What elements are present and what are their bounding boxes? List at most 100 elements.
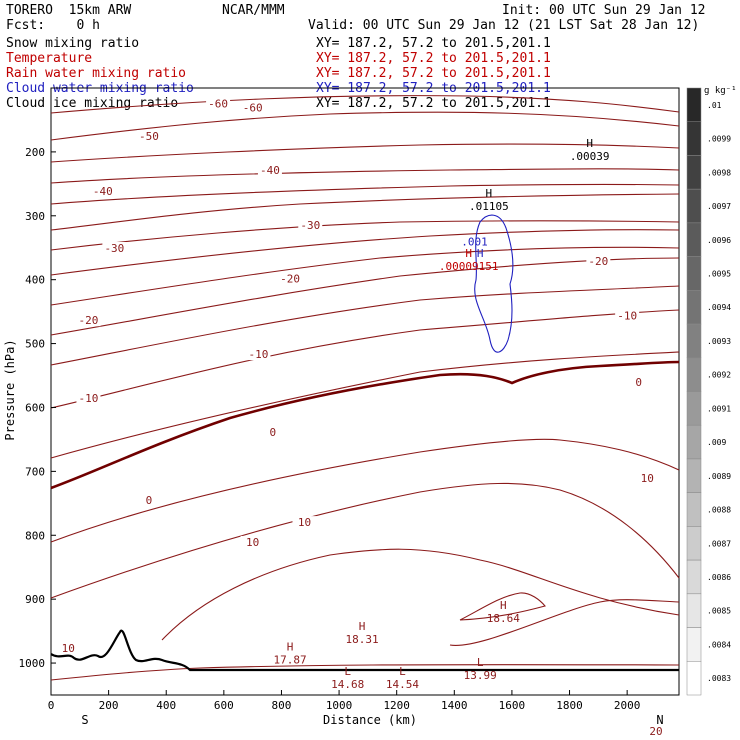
north-label: N [656,713,663,727]
isotherm-label-bg [136,130,161,143]
colorbar-swatch [686,188,702,224]
colorbar-swatch [686,256,702,291]
isotherm-label: 0 [270,426,277,439]
isotherm-label: -20 [280,273,300,286]
x-axis-title: Distance (km) [323,713,417,727]
field-range-cloud-ice: XY= 187.2, 57.2 to 201.5,201.1 [316,96,551,111]
isotherm-label-bg [90,185,115,198]
init-time: Init: 00 UTC Sun 29 Jan 12 [502,3,706,18]
hydrometeor-letter: H [465,247,472,260]
field-name-temperature: Temperature [6,51,93,66]
isotherm-label: 10 [62,642,75,655]
extremum-letter: H [359,620,366,633]
isotherm-label-bg [206,97,231,110]
colorbar-swatch [686,391,702,426]
isotherm-label-bg [278,272,303,285]
colorbar-unit: g kg⁻¹ [704,86,737,96]
colorbar-swatch [686,661,702,696]
colorbar-tick-label: .0088 [707,506,731,515]
extremum-letter: H [500,599,507,612]
isotherm-label: -20 [79,314,99,327]
hydrometeor-value: .00009151 [439,260,499,273]
field-range-cloud-water: XY= 187.2, 57.2 to 201.5,201.1 [316,81,551,96]
field-name-cloud-ice: Cloud ice mixing ratio [6,96,179,111]
zero-isotherm [50,360,680,490]
extremum-letter: L [399,665,406,678]
field-range-snow: XY= 187.2, 57.2 to 201.5,201.1 [316,36,551,51]
colorbar-tick-label: .0096 [707,236,731,245]
colorbar-swatch [686,87,702,122]
isotherm-label: -30 [104,242,124,255]
isotherm-label-bg [102,242,127,255]
isotherm-label-bg [260,426,285,439]
x-tick-label: 1800 [556,699,583,712]
isotherm-label-bg [635,472,660,485]
field-name-rain: Rain water mixing ratio [6,66,187,81]
isotherm-label: -10 [248,348,268,361]
isotherm-label: 10 [298,516,311,529]
x-axis: 0 200 400 600 800 1000 1200 1400 1600 1800 2000 [48,690,641,712]
y-tick-label: 400 [25,274,45,287]
isotherm-label-bg [246,348,271,361]
isotherm-labels: -60 -60 -50 -40 -40 -30 -30 -20 -20 -20 -10 -10 -10 0… [56,97,668,738]
isotherm-label-bg [586,254,611,267]
isotherm-label: -30 [300,219,320,232]
colorbar-tick-label: .0084 [707,640,731,649]
colorbar-swatch [686,424,702,460]
colorbar-tick-label: .0085 [707,607,731,616]
isotherm-label: -10 [617,310,637,323]
colorbar-tick-label: .0091 [707,404,731,413]
y-tick-label: 500 [25,338,45,351]
center-title: NCAR/MMM [222,3,285,18]
colorbar-tick-label: .0093 [707,337,731,346]
colorbar-tick-label: .0083 [707,674,731,683]
colorbar-swatch [686,323,702,359]
isotherm-label: -60 [243,101,263,114]
isotherm-label-bg [292,516,317,529]
isotherm-label: -10 [79,392,99,405]
model-title: TORERO 15km ARW [6,3,132,18]
isotherm-label-bg [76,392,101,405]
isotherm-label-bg [240,535,265,548]
isotherm-label-bg [643,725,668,738]
y-tick-label: 200 [25,146,45,159]
isotherm-label-bg [76,314,101,327]
colorbar-tick-label: .01 [707,101,722,110]
hydrometeor-value: .00039 [570,150,610,163]
colorbar-swatch [686,222,702,257]
x-tick-label: 800 [272,699,292,712]
colorbar-swatch [686,593,702,628]
colorbar-tick-label: .0094 [707,303,731,312]
colorbar-tick-label: .0098 [707,168,731,177]
valid-time: Valid: 00 UTC Sun 29 Jan 12 (21 LST Sat … [308,18,700,33]
x-tick-label: 200 [99,699,119,712]
y-tick-label: 800 [25,529,45,542]
colorbar-tick-label: .0087 [707,539,731,548]
hydrometeor-value: .001 [461,236,488,249]
isotherm-label: 0 [146,494,153,507]
y-tick-label: 700 [25,465,45,478]
hydrometeor-letter: H [586,137,593,150]
colorbar-tick-label: .009 [707,438,726,447]
x-tick-label: 1400 [441,699,468,712]
isotherm-label-bg [257,164,282,177]
isotherm-label-bg [136,493,161,506]
isotherm-label: -40 [260,164,280,177]
x-tick-label: 1600 [499,699,526,712]
isotherm-label-bg [615,309,640,322]
isotherm-label: -40 [93,185,113,198]
hydrometeor-value: .01105 [469,200,509,213]
y-axis: 200 300 400 500 600 700 800 900 1000 [19,146,56,670]
x-tick-label: 2000 [614,699,641,712]
y-tick-label: 300 [25,210,45,223]
colorbar-swatch [686,290,702,325]
y-tick-label: 900 [25,593,45,606]
isotherm-label: 10 [246,536,259,549]
extremum-value: 17.87 [274,653,307,666]
colorbar-swatch [686,155,702,190]
colorbar-tick-label: .0089 [707,472,731,481]
y-tick-label: 1000 [19,657,46,670]
colorbar-tick-label: .0099 [707,135,731,144]
